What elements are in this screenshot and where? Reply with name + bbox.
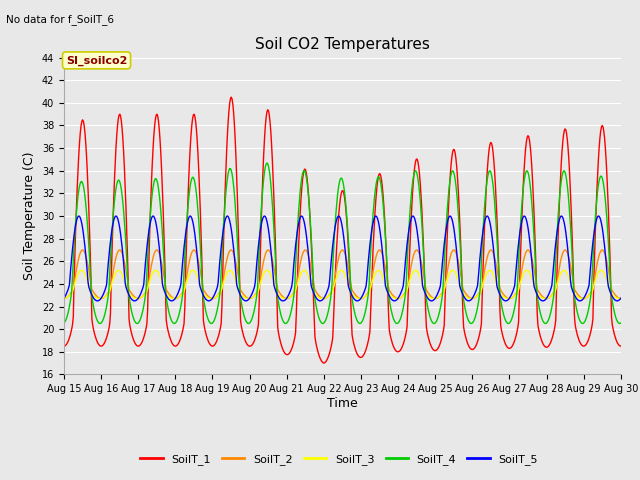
Title: Soil CO2 Temperatures: Soil CO2 Temperatures bbox=[255, 37, 430, 52]
Legend: SoilT_1, SoilT_2, SoilT_3, SoilT_4, SoilT_5: SoilT_1, SoilT_2, SoilT_3, SoilT_4, Soil… bbox=[136, 450, 543, 469]
Y-axis label: Soil Temperature (C): Soil Temperature (C) bbox=[23, 152, 36, 280]
X-axis label: Time: Time bbox=[327, 397, 358, 410]
Text: No data for f_SoilT_6: No data for f_SoilT_6 bbox=[6, 14, 115, 25]
Text: SI_soilco2: SI_soilco2 bbox=[66, 55, 127, 66]
